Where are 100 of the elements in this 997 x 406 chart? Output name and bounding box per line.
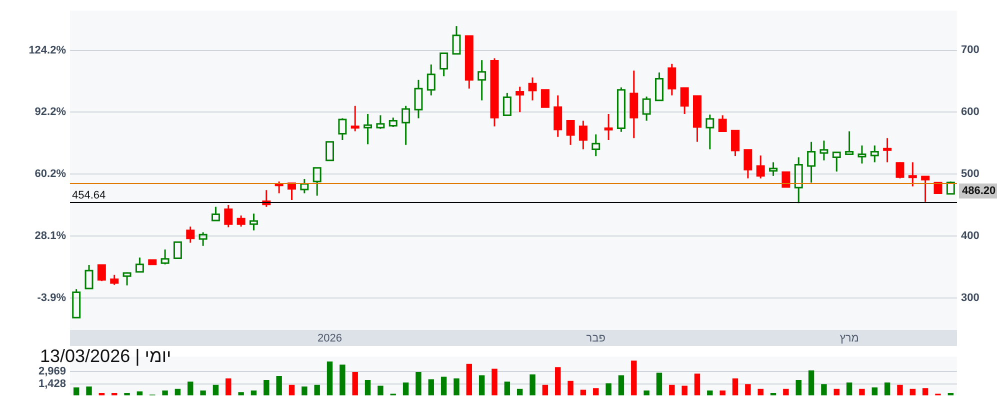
ref-line-label: 486.20 (962, 185, 996, 198)
bar (783, 388, 789, 396)
bar (492, 368, 498, 396)
bar (859, 388, 865, 396)
candlestick (312, 167, 322, 196)
bar (302, 386, 308, 396)
x-tick-label: 2026 (318, 332, 342, 345)
bar (910, 388, 916, 396)
bar (580, 390, 586, 396)
bar (555, 367, 561, 396)
candlestick (426, 64, 436, 96)
bar (238, 392, 244, 396)
y-tick-label: 1,428 (38, 378, 66, 390)
y2-tick-label: 600 (961, 106, 980, 118)
x-tick-label: מרץ (840, 332, 859, 345)
candlestick (706, 114, 714, 150)
bar (454, 378, 460, 396)
bar (326, 361, 333, 396)
y-tick-label: 124.2% (28, 44, 66, 56)
candlestick (414, 79, 423, 120)
candlestick (858, 144, 866, 164)
candlestick (769, 162, 778, 177)
candlestick (364, 113, 372, 146)
candlestick (807, 141, 816, 184)
bar (402, 382, 409, 396)
bar (73, 387, 80, 396)
bar (314, 384, 320, 396)
bar (162, 390, 168, 396)
bar (631, 360, 637, 396)
bar (884, 382, 890, 396)
bar (593, 388, 599, 396)
bar (504, 382, 510, 396)
bar (288, 384, 295, 396)
candlestick (592, 134, 600, 157)
candlestick (250, 212, 258, 232)
y2-tick-label: 700 (961, 44, 980, 56)
x-tick-label: פבר (586, 332, 606, 345)
y-tick-label: 28.1% (34, 230, 66, 242)
y-tick-label: -3.9% (37, 292, 66, 304)
bar (720, 390, 726, 396)
bar (352, 372, 358, 396)
bar (644, 390, 650, 396)
bar (694, 374, 700, 396)
bar (897, 384, 903, 396)
candlestick (845, 130, 854, 155)
bar (606, 383, 612, 396)
y-tick-label: 92.2% (34, 106, 66, 118)
bar (821, 384, 827, 396)
candlestick (198, 231, 208, 247)
candlestick (452, 25, 461, 55)
bar (568, 380, 574, 396)
candlestick (642, 96, 651, 122)
y2-tick-label: 400 (961, 230, 980, 242)
bar (466, 364, 472, 396)
bar (682, 386, 688, 396)
candlestick (84, 264, 94, 290)
candlestick (402, 105, 410, 146)
bar (86, 386, 92, 396)
bar (656, 372, 662, 396)
bar (428, 379, 434, 396)
bar (732, 378, 738, 396)
bar (707, 390, 713, 396)
bar (745, 384, 751, 396)
bar (530, 374, 536, 396)
bar (846, 382, 852, 396)
bar (188, 382, 194, 396)
bar (212, 384, 219, 396)
y2-tick-label: 500 (961, 168, 980, 180)
bar (264, 380, 270, 396)
bar (340, 364, 346, 396)
chart-title: יומי | 13/03/2026 (40, 346, 172, 366)
ref-line-label: 454.64 (72, 190, 106, 202)
bar (669, 384, 675, 396)
candlestick (160, 248, 170, 266)
candlestick (478, 59, 486, 102)
bar (416, 372, 422, 396)
bar (834, 388, 840, 396)
bar (276, 376, 282, 396)
y-tick-label: 2,969 (38, 365, 66, 378)
bar (922, 388, 928, 396)
candlestick (870, 144, 879, 164)
bar (758, 388, 764, 396)
bar (796, 380, 802, 396)
candlestick (376, 114, 385, 130)
bar (364, 380, 371, 396)
bar (872, 387, 878, 396)
bar (226, 378, 232, 396)
bar (174, 388, 181, 396)
bar (440, 376, 447, 396)
bar (542, 384, 548, 396)
candlestick (832, 152, 841, 172)
y2-tick-label: 300 (961, 292, 980, 304)
candlestick (122, 272, 132, 286)
candlestick (794, 156, 803, 204)
bar (378, 386, 384, 396)
y-tick-label: 60.2% (34, 168, 66, 180)
bar (200, 390, 206, 396)
candlestick (820, 140, 828, 162)
bar (808, 370, 814, 396)
bar (478, 375, 485, 396)
